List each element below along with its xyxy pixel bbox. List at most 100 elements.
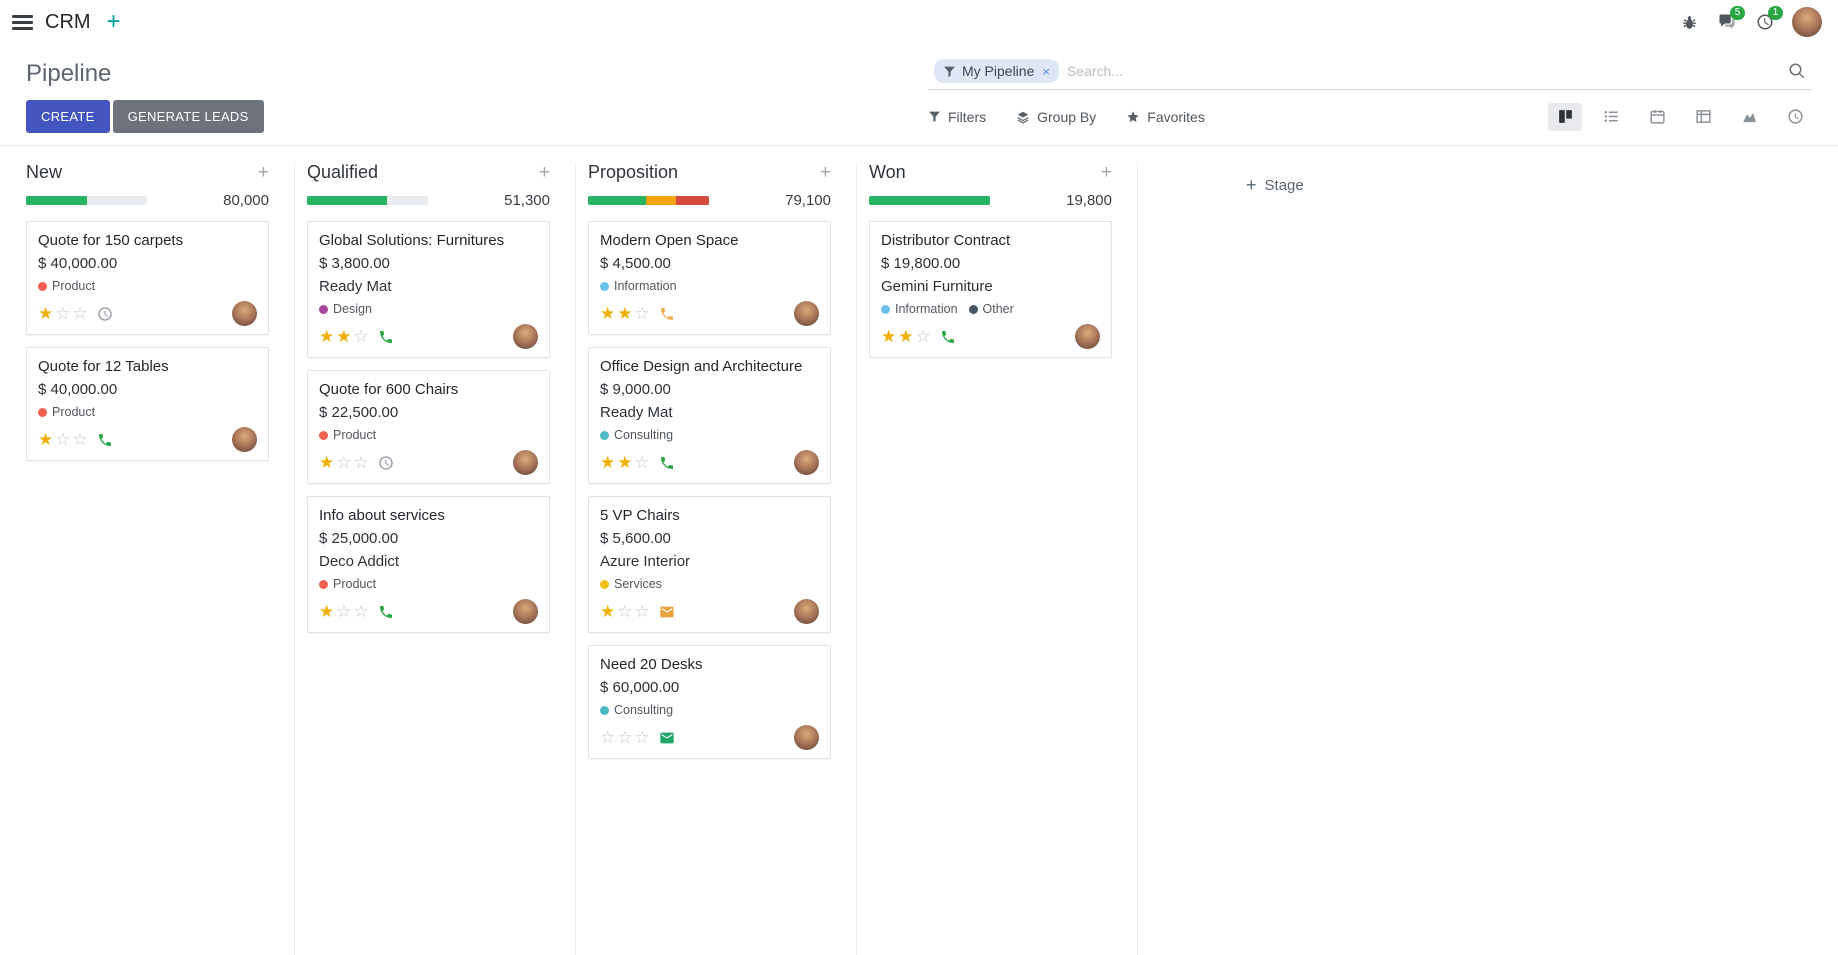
star-icon[interactable]: ☆ (336, 602, 352, 621)
priority-stars[interactable]: ★ ☆ ☆ (38, 305, 88, 322)
kanban-card[interactable]: Office Design and Architecture $ 9,000.00… (588, 347, 831, 484)
priority-stars[interactable]: ★ ☆ ☆ (38, 431, 88, 448)
kanban-card[interactable]: Quote for 12 Tables $ 40,000.00 Product ★ ☆ ☆ (26, 347, 269, 461)
progress-segment[interactable] (646, 196, 677, 205)
activities-icon[interactable]: 1 (1756, 6, 1783, 31)
star-icon[interactable]: ★ (617, 453, 633, 472)
star-icon[interactable]: ☆ (634, 304, 650, 323)
column-progressbar[interactable] (588, 196, 709, 205)
apps-menu-button[interactable] (12, 14, 33, 30)
activity-envelope-icon[interactable] (659, 604, 675, 620)
progress-segment[interactable] (588, 196, 647, 205)
activity-phone-icon[interactable] (940, 329, 956, 345)
generate-leads-button[interactable]: GENERATE LEADS (112, 100, 264, 133)
quick-add-button[interactable]: + (1100, 162, 1112, 183)
kanban-card[interactable]: 5 VP Chairs $ 5,600.00 Azure Interior Servi… (588, 496, 831, 633)
app-name[interactable]: CRM (45, 10, 91, 33)
column-title[interactable]: Won (869, 162, 906, 182)
create-button[interactable]: CREATE (26, 100, 110, 133)
star-icon[interactable]: ★ (617, 304, 633, 323)
priority-stars[interactable]: ★ ★ ☆ (881, 328, 931, 345)
calendar-view-button[interactable] (1640, 103, 1674, 131)
column-title[interactable]: Proposition (588, 162, 679, 182)
progress-segment[interactable] (676, 196, 709, 205)
progress-segment[interactable] (869, 196, 990, 205)
plus-icon[interactable]: + (106, 8, 121, 35)
activity-phone-icon[interactable] (378, 604, 394, 620)
kanban-card[interactable]: Info about services $ 25,000.00 Deco Addic… (307, 496, 550, 633)
activity-phone-icon[interactable] (659, 306, 675, 322)
add-stage-column[interactable]: + Stage (1150, 162, 1304, 955)
star-icon[interactable]: ★ (600, 453, 616, 472)
quick-add-button[interactable]: + (257, 162, 269, 183)
star-icon[interactable]: ★ (600, 304, 616, 323)
activity-phone-icon[interactable] (378, 329, 394, 345)
priority-stars[interactable]: ★ ☆ ☆ (319, 454, 369, 471)
star-icon[interactable]: ☆ (336, 453, 352, 472)
star-icon[interactable]: ☆ (72, 430, 88, 449)
kanban-card[interactable]: Quote for 150 carpets $ 40,000.00 Product ★… (26, 221, 269, 335)
messages-icon[interactable]: 5 (1718, 6, 1745, 31)
search-icon[interactable] (1788, 62, 1806, 80)
progress-segment[interactable] (307, 196, 387, 205)
facet-remove-icon[interactable]: × (1042, 63, 1050, 79)
graph-view-button[interactable] (1732, 103, 1766, 131)
debug-bug-icon[interactable] (1681, 14, 1698, 31)
star-icon[interactable]: ★ (319, 327, 335, 346)
pivot-view-button[interactable] (1686, 103, 1720, 131)
user-avatar[interactable] (1792, 7, 1822, 37)
star-icon[interactable]: ☆ (353, 602, 369, 621)
priority-stars[interactable]: ★ ☆ ☆ (319, 603, 369, 620)
column-title[interactable]: New (26, 162, 63, 182)
kanban-card[interactable]: Distributor Contract $ 19,800.00 Gemini Fu… (869, 221, 1112, 358)
activity-phone-icon[interactable] (97, 432, 113, 448)
search-bar[interactable]: My Pipeline × (928, 54, 1812, 90)
star-icon[interactable]: ★ (319, 453, 335, 472)
quick-add-button[interactable]: + (819, 162, 831, 183)
priority-stars[interactable]: ★ ★ ☆ (319, 328, 369, 345)
kanban-card[interactable]: Quote for 600 Chairs $ 22,500.00 Product ★ ☆… (307, 370, 550, 484)
star-icon[interactable]: ☆ (353, 327, 369, 346)
star-icon[interactable]: ★ (38, 430, 54, 449)
priority-stars[interactable]: ☆ ☆ ☆ (600, 729, 650, 746)
activity-clock-icon[interactable] (378, 455, 394, 471)
star-icon[interactable]: ☆ (600, 728, 616, 747)
search-input[interactable] (1058, 59, 1788, 83)
star-icon[interactable]: ☆ (634, 728, 650, 747)
star-icon[interactable]: ★ (319, 602, 335, 621)
activity-view-button[interactable] (1778, 103, 1812, 131)
progress-segment[interactable] (26, 196, 87, 205)
filters-button[interactable]: Filters (928, 109, 986, 125)
priority-stars[interactable]: ★ ☆ ☆ (600, 603, 650, 620)
kanban-card[interactable]: Need 20 Desks $ 60,000.00 Consulting ☆ ☆ ☆ (588, 645, 831, 759)
star-icon[interactable]: ★ (600, 602, 616, 621)
column-title[interactable]: Qualified (307, 162, 379, 182)
star-icon[interactable]: ☆ (55, 304, 71, 323)
list-view-button[interactable] (1594, 103, 1628, 131)
star-icon[interactable]: ☆ (353, 453, 369, 472)
star-icon[interactable]: ★ (898, 327, 914, 346)
favorites-button[interactable]: Favorites (1126, 109, 1205, 125)
star-icon[interactable]: ★ (38, 304, 54, 323)
star-icon[interactable]: ☆ (915, 327, 931, 346)
star-icon[interactable]: ★ (336, 327, 352, 346)
column-progressbar[interactable] (869, 196, 990, 205)
star-icon[interactable]: ☆ (72, 304, 88, 323)
column-progressbar[interactable] (26, 196, 147, 205)
star-icon[interactable]: ☆ (55, 430, 71, 449)
star-icon[interactable]: ☆ (634, 602, 650, 621)
kanban-card[interactable]: Modern Open Space $ 4,500.00 Information ★ ★… (588, 221, 831, 335)
activity-phone-icon[interactable] (659, 455, 675, 471)
star-icon[interactable]: ☆ (617, 728, 633, 747)
kanban-view-button[interactable] (1548, 102, 1582, 131)
activity-envelope-icon[interactable] (659, 730, 675, 746)
search-facet[interactable]: My Pipeline × (934, 59, 1059, 83)
star-icon[interactable]: ★ (881, 327, 897, 346)
star-icon[interactable]: ☆ (634, 453, 650, 472)
kanban-card[interactable]: Global Solutions: Furnitures $ 3,800.00 Re… (307, 221, 550, 358)
activity-clock-icon[interactable] (97, 306, 113, 322)
group-by-button[interactable]: Group By (1016, 109, 1096, 125)
priority-stars[interactable]: ★ ★ ☆ (600, 305, 650, 322)
priority-stars[interactable]: ★ ★ ☆ (600, 454, 650, 471)
quick-add-button[interactable]: + (538, 162, 550, 183)
